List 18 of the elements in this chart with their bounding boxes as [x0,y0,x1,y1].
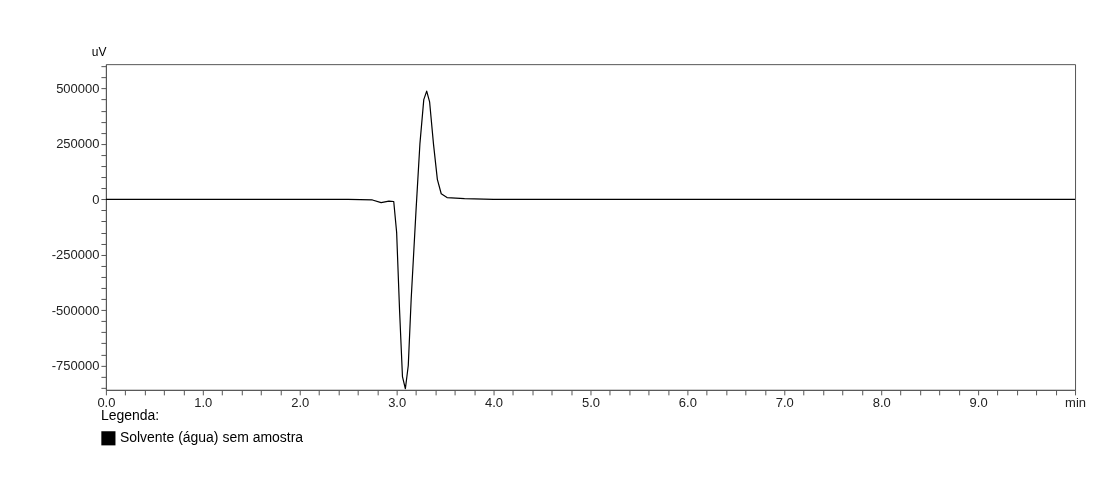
x-tick-label: min [1065,395,1086,411]
y-tick-label: 500000 [56,81,100,97]
x-tick-label: 1.0 [194,395,213,411]
x-tick-label: 3.0 [388,395,407,411]
x-tick-label: 7.0 [775,395,794,411]
x-tick-label: 9.0 [969,395,988,411]
y-axis-title: uV [91,44,107,59]
x-tick-label: 8.0 [872,395,891,411]
y-tick-label: 250000 [56,136,100,152]
x-tick-label: 2.0 [291,395,310,411]
y-tick-label: -500000 [51,302,100,318]
y-tick-label: -250000 [51,247,100,263]
x-tick-label: 6.0 [678,395,697,411]
y-tick-label: -750000 [51,357,100,373]
x-tick-label: 5.0 [581,395,600,411]
legend-label: Solvente (água) sem amostra [119,429,304,446]
y-tick-label: 0 [92,191,100,207]
x-tick-label: 4.0 [485,395,504,411]
